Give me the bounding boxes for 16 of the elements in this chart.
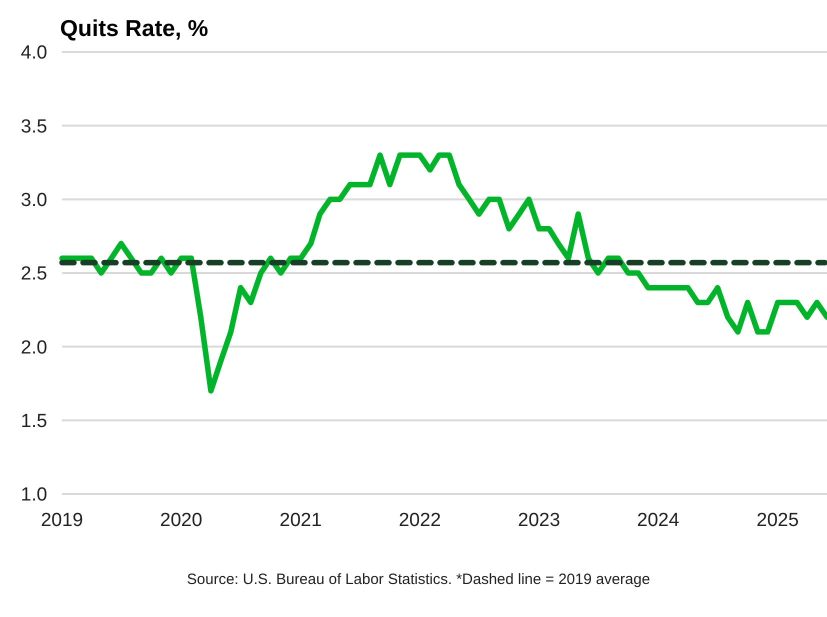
chart-title: Quits Rate, % [60,15,208,41]
y-tick-label: 1.5 [20,410,48,432]
y-tick-label: 1.0 [20,484,48,506]
x-tick-label: 2021 [280,510,322,531]
y-tick-label: 2.5 [20,264,48,285]
x-tick-label: 2024 [637,510,680,531]
y-tick-label: 3.5 [20,116,48,138]
y-tick-label: 4.0 [20,42,48,64]
x-tick-label: 2023 [518,510,560,531]
y-tick-label: 3.0 [20,190,48,211]
x-tick-label: 2019 [40,510,84,531]
y-tick-label: 2.0 [20,337,48,358]
x-tick-label: 2020 [160,510,202,531]
source-note: Source: U.S. Bureau of Labor Statistics. *Dashed line = 2019 average [186,571,650,588]
x-tick-label: 2022 [398,510,441,531]
x-tick-label: 2025 [756,510,799,531]
